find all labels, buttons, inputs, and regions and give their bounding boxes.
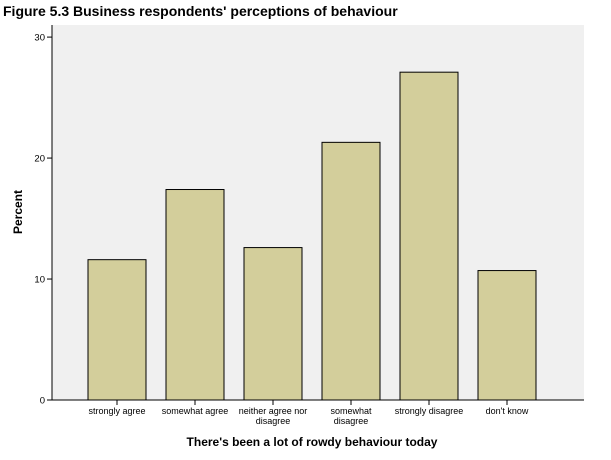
y-axis-label: Percent bbox=[11, 190, 25, 234]
bars-layer bbox=[87, 71, 537, 401]
x-category-label-2: somewhat agree bbox=[162, 406, 229, 416]
y-tick-label-10: 10 bbox=[34, 275, 45, 286]
x-category-label-3: neither agree nor disagree bbox=[239, 406, 308, 426]
bar-6 bbox=[477, 270, 537, 401]
bar-4 bbox=[321, 141, 381, 401]
bar-5 bbox=[399, 71, 459, 401]
x-category-label-6: don't know bbox=[486, 406, 529, 416]
y-tick-label-0: 0 bbox=[40, 396, 45, 407]
x-category-label-5: strongly disagree bbox=[395, 406, 464, 416]
x-category-label-4: somewhat disagree bbox=[330, 406, 372, 426]
y-tick-label-30: 30 bbox=[34, 33, 45, 44]
bar-1 bbox=[87, 259, 147, 401]
axes: 0 10 20 30 strongly agree somewhat agree neith… bbox=[34, 25, 584, 426]
y-tick-label-20: 20 bbox=[34, 154, 45, 165]
bar-3 bbox=[243, 247, 303, 401]
chart-title: Figure 5.3 Business respondents' percept… bbox=[3, 3, 398, 19]
x-category-label-1: strongly agree bbox=[88, 406, 145, 416]
x-axis-label: There's been a lot of rowdy behaviour to… bbox=[187, 435, 438, 449]
bar-2 bbox=[165, 189, 225, 401]
